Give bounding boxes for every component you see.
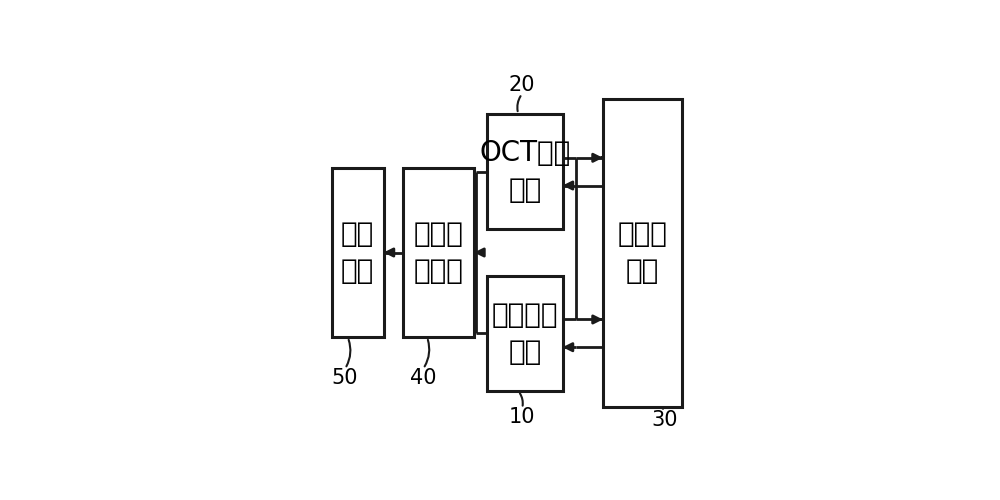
Text: 拉曼成像
系统: 拉曼成像 系统 [492, 301, 558, 366]
Bar [403, 168, 474, 337]
Text: 图像重
建系统: 图像重 建系统 [413, 220, 463, 285]
Text: 20: 20 [509, 75, 535, 95]
Text: 显示
系统: 显示 系统 [341, 220, 374, 285]
Text: 10: 10 [509, 408, 535, 428]
Bar [603, 98, 682, 406]
Bar [487, 276, 563, 391]
Text: 40: 40 [410, 368, 436, 388]
Bar [332, 168, 384, 337]
Bar [487, 114, 563, 230]
Text: OCT成像
系统: OCT成像 系统 [479, 139, 571, 204]
Text: 内窥镜
系统: 内窥镜 系统 [618, 220, 667, 285]
Text: 30: 30 [651, 410, 678, 430]
Text: 50: 50 [332, 368, 358, 388]
